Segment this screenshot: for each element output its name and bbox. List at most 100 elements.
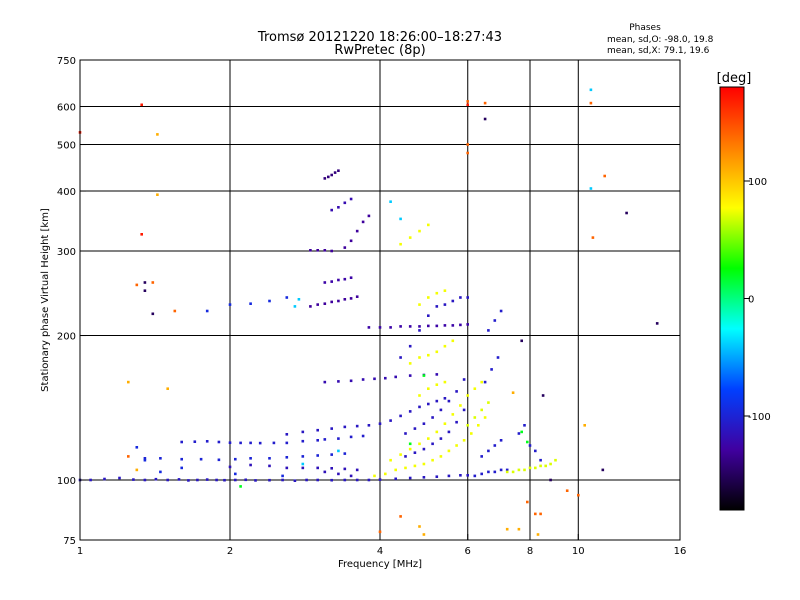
plot-area: 1 2 4 6 8 10 16 75 100 200 300 400 500 600 750 [57, 56, 686, 557]
data-point [443, 397, 447, 400]
data-point [418, 356, 421, 359]
data-point [473, 416, 477, 419]
data-point [244, 478, 247, 482]
data-point [483, 416, 487, 419]
data-point [549, 478, 552, 482]
y-tick-label: 75 [63, 536, 76, 547]
data-point [384, 472, 387, 476]
data-point [355, 478, 359, 482]
data-point [523, 468, 526, 472]
data-point [140, 233, 143, 236]
data-point [526, 500, 529, 504]
stats-line-o: mean, sd,O: -98.0, 19.8 [607, 35, 714, 45]
data-point [493, 444, 497, 447]
data-point [323, 438, 327, 441]
y-tick-label: 100 [57, 476, 76, 487]
data-point [323, 281, 327, 284]
data-point [404, 432, 407, 435]
chart-subtitle: RwPretec (8p) [334, 43, 425, 58]
data-point [470, 432, 473, 435]
data-point [355, 295, 359, 298]
data-point [378, 478, 382, 481]
data-point [418, 525, 421, 528]
data-point [459, 474, 462, 477]
data-point [330, 427, 333, 430]
data-point [349, 474, 353, 478]
data-point [249, 302, 252, 305]
data-point [554, 458, 557, 462]
data-point [223, 478, 226, 482]
data-point [493, 319, 497, 322]
data-point [367, 214, 371, 218]
data-point [323, 470, 327, 474]
data-point [367, 424, 371, 427]
data-point [389, 200, 392, 203]
data-point [301, 462, 305, 466]
data-point [343, 277, 347, 281]
data-point [462, 408, 466, 412]
data-point [281, 478, 284, 482]
data-point [180, 466, 183, 470]
data-point [333, 171, 337, 174]
data-point [589, 187, 593, 190]
data-point [399, 515, 402, 518]
data-point [443, 344, 447, 348]
data-point [367, 326, 371, 329]
data-point [316, 454, 319, 457]
data-point [408, 476, 412, 480]
data-point [418, 329, 421, 332]
data-point [316, 428, 319, 432]
data-point [156, 193, 159, 196]
data-point [447, 399, 451, 403]
data-point [422, 476, 426, 479]
y-tick-label: 750 [57, 56, 76, 67]
data-point [355, 468, 359, 472]
data-point [443, 303, 447, 306]
data-point [418, 442, 421, 446]
data-point [539, 512, 542, 516]
data-point [511, 391, 515, 394]
data-point [505, 468, 509, 472]
data-point [466, 474, 469, 477]
data-point [427, 353, 430, 357]
data-point [435, 383, 439, 386]
data-point [422, 533, 426, 536]
data-point [103, 477, 106, 481]
data-point [217, 440, 221, 444]
data-point [268, 464, 271, 468]
data-point [205, 440, 209, 443]
data-point [499, 439, 503, 442]
data-point [389, 458, 392, 462]
data-point [309, 305, 312, 308]
data-point [455, 390, 458, 393]
data-point [151, 312, 155, 316]
data-point [577, 493, 580, 497]
data-point [443, 289, 447, 292]
data-point [435, 350, 439, 354]
data-point [132, 478, 135, 481]
data-point [343, 425, 347, 429]
data-point [422, 447, 426, 451]
data-point [228, 465, 232, 469]
data-point [526, 440, 529, 444]
data-point [337, 449, 340, 453]
data-point [483, 101, 487, 105]
data-point [480, 455, 483, 458]
x-axis-ticks: 1 2 4 6 8 10 16 [77, 534, 686, 557]
data-point [193, 440, 197, 443]
data-point [140, 103, 143, 107]
data-point [427, 324, 430, 328]
data-point [355, 229, 359, 233]
data-point [451, 324, 455, 327]
data-point [505, 527, 509, 531]
data-point [166, 387, 169, 390]
data-point [399, 325, 402, 328]
data-point [361, 434, 365, 438]
data-point [337, 380, 340, 383]
data-point [451, 339, 455, 343]
data-point [199, 457, 203, 461]
data-point [435, 430, 439, 434]
data-point [367, 478, 371, 482]
data-point [330, 478, 333, 482]
